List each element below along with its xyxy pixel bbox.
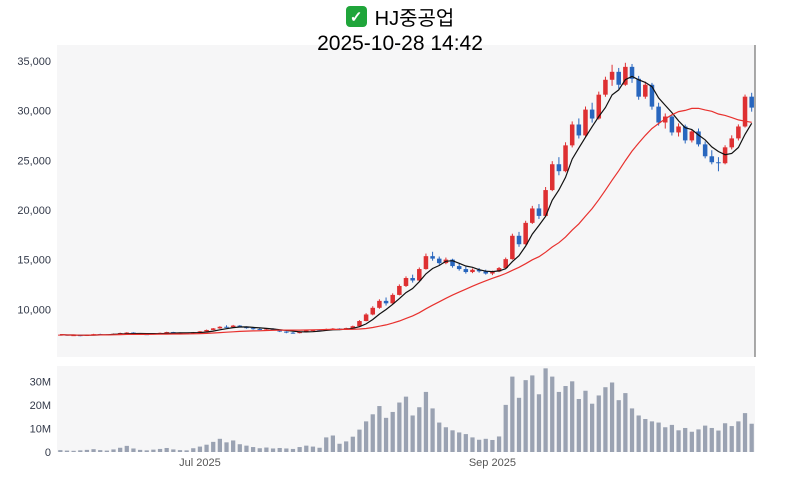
ma-5-line [60, 75, 753, 336]
x-axis-labels: Jul 2025 Sep 2025 [179, 457, 516, 469]
svg-text:20M: 20M [30, 400, 51, 412]
svg-text:10M: 10M [30, 423, 51, 435]
svg-text:15,000: 15,000 [17, 255, 51, 267]
svg-text:35,000: 35,000 [17, 56, 51, 68]
ma-20-line [60, 107, 752, 336]
svg-text:10,000: 10,000 [17, 304, 51, 316]
svg-text:25,000: 25,000 [17, 155, 51, 167]
svg-text:30,000: 30,000 [17, 106, 51, 118]
price-axis-labels: 10,000 15,000 20,000 25,000 30,000 35,000 [17, 56, 51, 316]
svg-text:0: 0 [45, 447, 51, 459]
svg-text:Sep 2025: Sep 2025 [469, 457, 516, 469]
svg-text:Jul 2025: Jul 2025 [179, 457, 221, 469]
svg-text:20,000: 20,000 [17, 205, 51, 217]
volume-bars [58, 368, 754, 452]
svg-text:30M: 30M [30, 376, 51, 388]
volume-axis-labels: 0 10M 20M 30M [30, 376, 51, 459]
